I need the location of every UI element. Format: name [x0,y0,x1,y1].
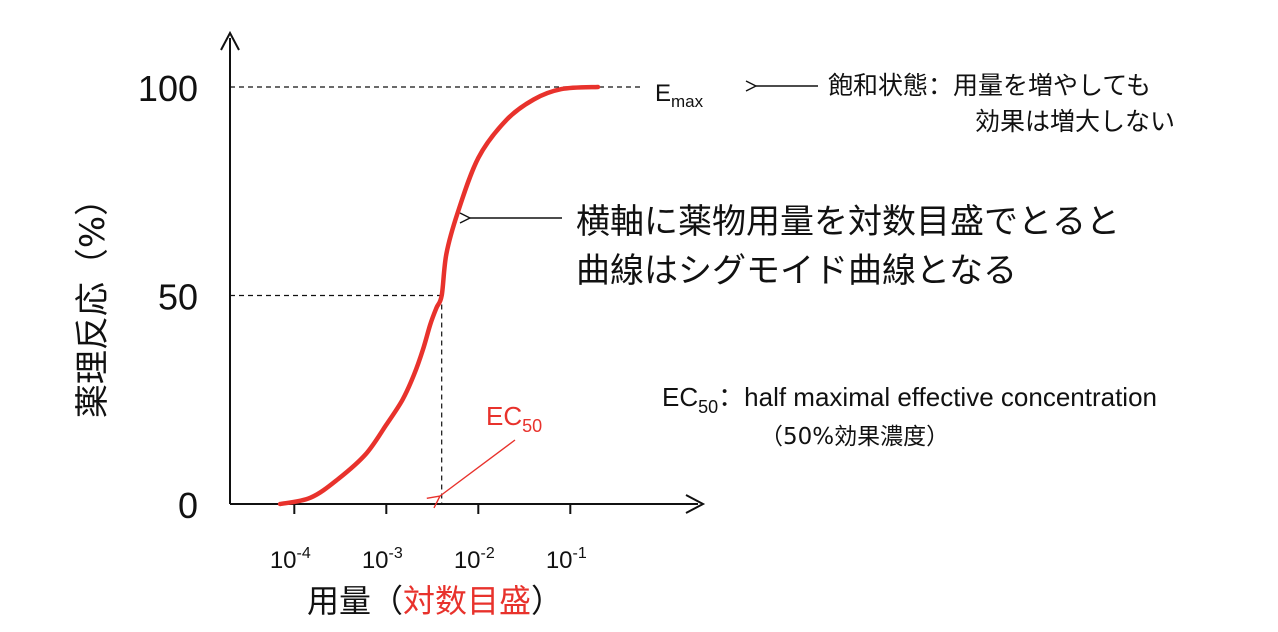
saturation-text-line2: 効果は増大しない [975,107,1175,136]
y-axis-arrowhead [220,30,240,51]
saturation-text-line1: 飽和状態：用量を増やしても [828,71,1151,100]
x-ticks: 10-4 10-3 10-2 10-1 [270,504,587,574]
y-ticks: 0 50 100 [138,68,198,526]
ec50-definition-note: （50%効果濃度） [760,424,949,450]
emax-label-sub: max [671,92,704,111]
ec50-label: EC50 [486,401,542,436]
ec50-definition: EC50：half maximal effective concentratio… [662,382,1157,417]
series-layer [277,84,601,507]
x-axis-arrowhead [685,494,706,514]
emax-label: Emax [655,80,704,111]
ec50-definition-sub: 50 [698,397,718,417]
y-axis-label: 薬理反応（%） [73,182,113,418]
sigmoid-text-line2: 曲線はシグモイド曲線となる [576,251,1017,291]
y-tick-label: 100 [138,68,198,109]
guide-lines [230,86,640,504]
x-tick-label: 10-2 [454,545,495,574]
x-tick-label: 10-1 [546,545,587,574]
sigmoid-text-line1: 横軸に薬物用量を対数目盛でとると [576,202,1120,242]
emax-label-base: E [655,80,671,107]
y-tick-label: 50 [158,277,198,318]
ec50-definition-base: EC [662,382,698,412]
x-tick-label: 10-3 [362,545,403,574]
ec50-label-base: EC [486,401,522,431]
x-axis-label-emphasis: 対数目盛 [403,582,531,620]
ec50-label-sub: 50 [522,416,542,436]
x-tick-label: 10-4 [270,545,311,574]
x-axis-label-suffix: ） [531,582,563,620]
ec50-definition-text: ：half maximal effective concentration [718,382,1157,412]
ec50-arrow [440,439,516,496]
sigmoid-curve [277,84,601,507]
x-axis-label: 用量（対数目盛） [307,582,563,620]
y-tick-label: 0 [178,485,198,526]
x-axis-label-prefix: 用量（ [307,582,403,620]
